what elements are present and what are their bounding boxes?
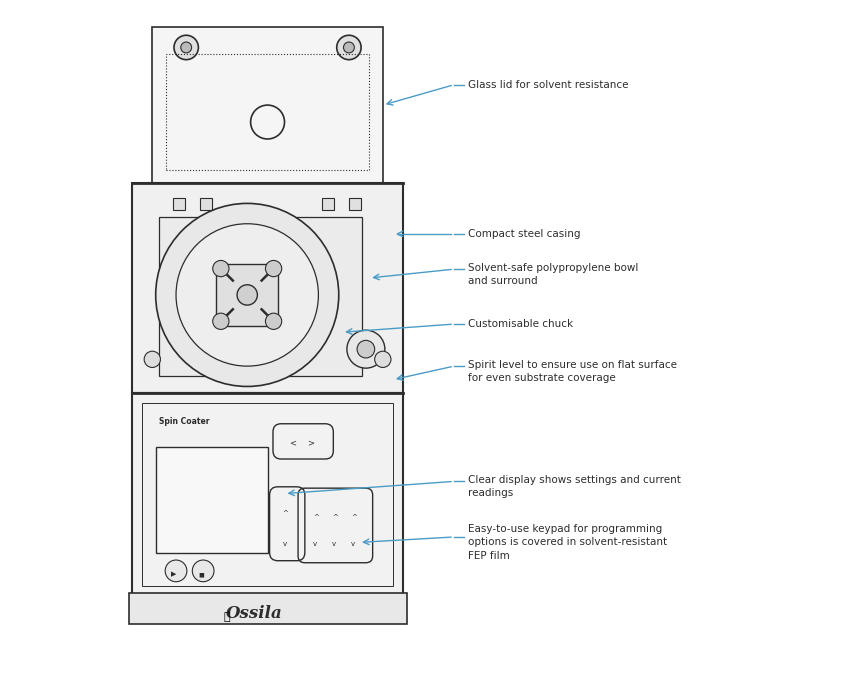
Bar [142, 403, 393, 586]
Text: ▶: ▶ [171, 572, 177, 577]
Text: ◼: ◼ [198, 572, 204, 577]
Text: ^: ^ [351, 514, 357, 519]
Text: Glass lid for solvent resistance: Glass lid for solvent resistance [468, 80, 628, 89]
Text: ^: ^ [313, 514, 318, 519]
Polygon shape [216, 264, 278, 326]
Bar [349, 198, 361, 210]
Circle shape [237, 285, 257, 305]
Bar [200, 198, 212, 210]
Circle shape [176, 224, 318, 366]
Text: Compact steel casing: Compact steel casing [468, 229, 580, 239]
Text: v: v [332, 541, 336, 546]
Text: ^: ^ [283, 511, 288, 516]
Text: Ossila: Ossila [225, 605, 282, 622]
Text: Solvent-safe polypropylene bowl
and surround: Solvent-safe polypropylene bowl and surr… [468, 263, 638, 286]
Text: Clear display shows settings and current
readings: Clear display shows settings and current… [468, 475, 680, 498]
Text: v: v [283, 541, 286, 546]
Circle shape [337, 35, 361, 60]
Circle shape [213, 260, 229, 277]
Bar [132, 393, 403, 597]
Circle shape [347, 330, 385, 368]
Text: Spirit level to ensure use on flat surface
for even substrate coverage: Spirit level to ensure use on flat surfa… [468, 360, 677, 383]
Circle shape [265, 313, 282, 330]
Circle shape [192, 560, 214, 582]
Bar [156, 447, 268, 553]
Text: v: v [351, 541, 355, 546]
Circle shape [156, 203, 339, 386]
Text: <: < [290, 439, 296, 447]
Text: 🦋: 🦋 [224, 612, 230, 622]
Circle shape [374, 351, 391, 367]
Circle shape [180, 42, 191, 53]
Circle shape [265, 260, 282, 277]
Bar [132, 183, 403, 393]
Circle shape [213, 313, 229, 330]
Text: Customisable chuck: Customisable chuck [468, 319, 573, 329]
Bar [173, 198, 185, 210]
Bar [166, 54, 369, 170]
Bar [159, 217, 363, 376]
Text: Spin Coater: Spin Coater [159, 417, 209, 426]
Circle shape [144, 351, 160, 367]
Circle shape [344, 42, 354, 53]
Circle shape [357, 340, 374, 358]
Circle shape [165, 560, 187, 582]
Text: v: v [313, 541, 317, 546]
Circle shape [174, 35, 198, 60]
Bar [322, 198, 334, 210]
Bar [152, 27, 383, 190]
Text: ^: ^ [332, 514, 338, 519]
Bar [129, 593, 407, 624]
Text: Easy-to-use keypad for programming
options is covered in solvent-resistant
FEP f: Easy-to-use keypad for programming optio… [468, 524, 667, 561]
Text: >: > [307, 439, 314, 447]
